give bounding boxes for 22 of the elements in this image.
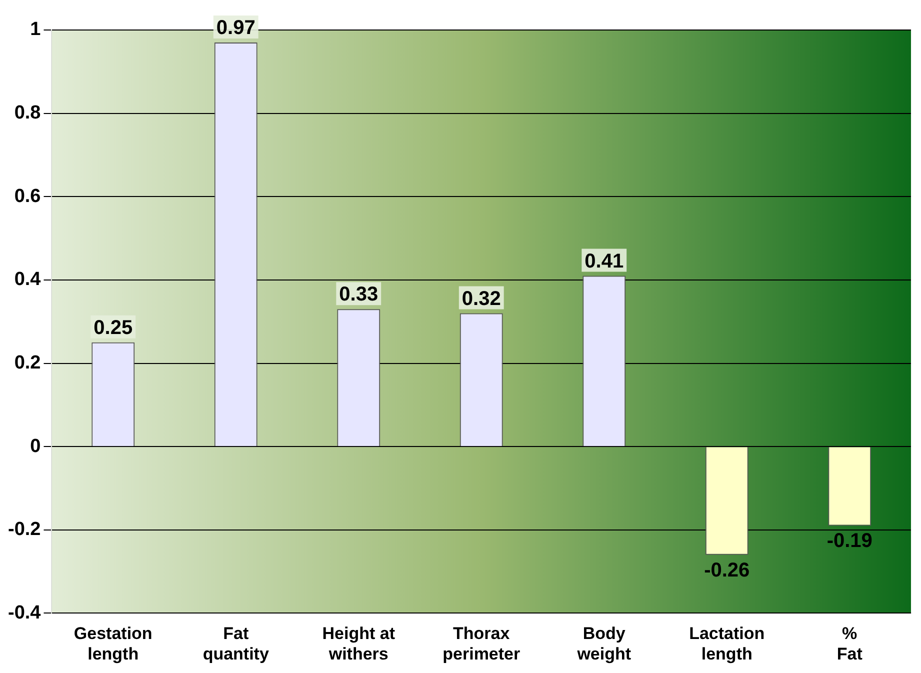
data-label: 0.41 — [584, 250, 624, 272]
y-tick-label: 0.8 — [14, 102, 41, 124]
data-label: 0.32 — [462, 288, 501, 310]
x-tick-label: Lactation length — [689, 624, 765, 664]
x-tick-label: % Fat — [836, 624, 863, 664]
x-tick-label: Height at withers — [322, 624, 396, 664]
data-label: -0.19 — [826, 530, 872, 552]
y-tick-label: 0 — [30, 436, 41, 457]
y-tick-label: 0.2 — [14, 352, 41, 374]
y-tick-label: 0.4 — [14, 269, 42, 290]
data-label: 0.25 — [94, 316, 133, 339]
y-tick-label: 0.6 — [14, 186, 41, 207]
y-tick-label: -0.2 — [8, 519, 41, 540]
x-tick-label: Gestation length — [74, 624, 152, 664]
y-tick-label: -0.4 — [8, 602, 42, 624]
x-tick-label: Fat quantity — [202, 624, 270, 664]
data-label: 0.33 — [339, 284, 378, 306]
x-tick-label: Body weight — [576, 624, 632, 664]
x-tick-label: Thorax perimeter — [442, 624, 520, 664]
data-label: 0.97 — [216, 17, 256, 40]
data-label: -0.26 — [704, 559, 750, 582]
y-tick-label: 1 — [30, 19, 42, 40]
